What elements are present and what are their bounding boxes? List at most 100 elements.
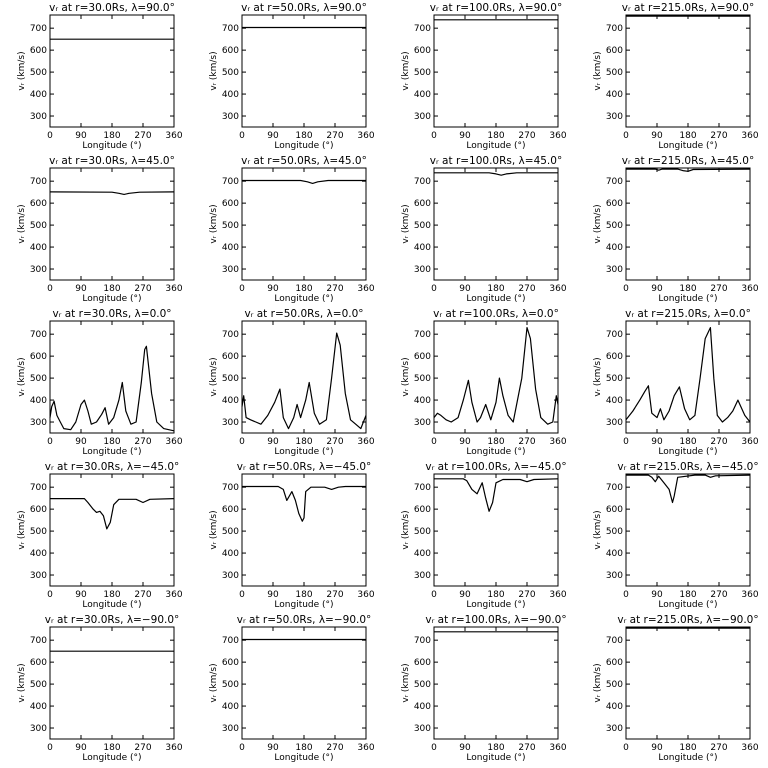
- y-tick-label: 300: [30, 724, 47, 734]
- panel-13: vᵣ at r=30.0Rs, λ=−45.0° 0 90 180 270 360 300 4…: [17, 461, 183, 610]
- y-tick-label: 600: [30, 352, 47, 362]
- x-tick-label: 360: [741, 590, 758, 600]
- x-axis-label: Longitude (°): [466, 141, 525, 151]
- y-tick-label: 700: [222, 24, 239, 34]
- y-tick-label: 600: [414, 505, 431, 515]
- plot-frame: [433, 473, 559, 587]
- x-axis-label: Longitude (°): [658, 600, 717, 610]
- y-tick-label: 300: [222, 571, 239, 581]
- y-tick-label: 300: [30, 112, 47, 122]
- y-tick-label: 500: [30, 680, 47, 690]
- y-tick-label: 300: [30, 571, 47, 581]
- y-tick-label: 400: [30, 396, 47, 406]
- plot-frame: [625, 473, 751, 587]
- y-tick-label: 700: [30, 24, 47, 34]
- x-axis-label: Longitude (°): [82, 294, 141, 304]
- y-tick-label: 700: [414, 483, 431, 493]
- panel-title: vᵣ at r=100.0Rs, λ=0.0°: [433, 308, 559, 320]
- y-tick-label: 300: [606, 265, 623, 275]
- x-axis-label: Longitude (°): [274, 141, 333, 151]
- x-tick-label: 90: [75, 131, 87, 141]
- panel-title: vᵣ at r=30.0Rs, λ=90.0°: [49, 2, 175, 14]
- x-tick-label: 0: [623, 131, 629, 141]
- x-axis-label: Longitude (°): [82, 600, 141, 610]
- x-tick-label: 0: [431, 131, 437, 141]
- y-tick-label: 400: [606, 549, 623, 559]
- series-line: [242, 485, 366, 522]
- series-line: [242, 179, 366, 184]
- plot-frame: [241, 320, 367, 434]
- panel-8: vᵣ at r=215.0Rs, λ=45.0° 0 90 180 270 360 300 4…: [593, 155, 759, 304]
- x-tick-label: 90: [75, 590, 87, 600]
- panel-title: vᵣ at r=215.0Rs, λ=45.0°: [622, 155, 754, 167]
- x-tick-label: 90: [267, 437, 279, 447]
- x-tick-label: 360: [357, 284, 374, 294]
- x-tick-label: 0: [623, 437, 629, 447]
- x-tick-label: 0: [623, 743, 629, 753]
- x-axis-label: Longitude (°): [658, 294, 717, 304]
- y-tick-label: 300: [414, 112, 431, 122]
- y-tick-label: 500: [606, 527, 623, 537]
- y-tick-label: 500: [414, 68, 431, 78]
- x-tick-label: 180: [487, 743, 504, 753]
- x-tick-label: 360: [549, 590, 566, 600]
- y-axis-label: vᵣ (km/s): [401, 204, 411, 243]
- y-tick-label: 400: [414, 396, 431, 406]
- panel-2: vᵣ at r=50.0Rs, λ=90.0° 0 90 180 270 360 300 40…: [209, 2, 375, 151]
- x-axis-label: Longitude (°): [466, 294, 525, 304]
- y-axis-label: vᵣ (km/s): [209, 663, 219, 702]
- x-tick-label: 360: [741, 743, 758, 753]
- y-tick-label: 400: [414, 549, 431, 559]
- x-tick-label: 360: [549, 284, 566, 294]
- panel-title: vᵣ at r=100.0Rs, λ=−45.0°: [425, 461, 566, 473]
- x-tick-label: 90: [651, 743, 663, 753]
- panel-16: vᵣ at r=215.0Rs, λ=−45.0° 0 90 180 270 360 300…: [593, 461, 759, 610]
- x-tick-label: 360: [741, 131, 758, 141]
- plot-frame: [241, 14, 367, 128]
- x-axis-label: Longitude (°): [82, 141, 141, 151]
- x-tick-label: 270: [710, 131, 727, 141]
- x-axis-label: Longitude (°): [274, 447, 333, 457]
- x-tick-label: 270: [518, 590, 535, 600]
- x-tick-label: 270: [326, 590, 343, 600]
- series-line: [434, 172, 558, 176]
- y-axis-label: vᵣ (km/s): [593, 204, 603, 243]
- x-tick-label: 270: [326, 437, 343, 447]
- plot-frame: [625, 167, 751, 281]
- panel-title: vᵣ at r=50.0Rs, λ=45.0°: [241, 155, 367, 167]
- x-tick-label: 90: [75, 437, 87, 447]
- y-tick-label: 300: [30, 265, 47, 275]
- x-tick-label: 270: [134, 131, 151, 141]
- y-tick-label: 700: [222, 636, 239, 646]
- y-tick-label: 400: [30, 702, 47, 712]
- y-tick-label: 600: [30, 658, 47, 668]
- panel-9: vᵣ at r=30.0Rs, λ=0.0° 0 90 180 270 360 300 400…: [17, 308, 183, 457]
- x-tick-label: 90: [459, 590, 471, 600]
- series-line: [50, 498, 175, 530]
- y-tick-label: 700: [222, 177, 239, 187]
- x-tick-label: 0: [239, 437, 245, 447]
- y-tick-label: 700: [414, 24, 431, 34]
- panel-title: vᵣ at r=215.0Rs, λ=−45.0°: [617, 461, 758, 473]
- y-tick-label: 700: [606, 636, 623, 646]
- x-tick-label: 180: [103, 284, 120, 294]
- x-tick-label: 270: [134, 743, 151, 753]
- y-tick-label: 500: [606, 68, 623, 78]
- x-tick-label: 0: [623, 590, 629, 600]
- x-tick-label: 180: [103, 437, 120, 447]
- x-tick-label: 0: [239, 590, 245, 600]
- x-tick-label: 180: [487, 131, 504, 141]
- y-axis-label: vᵣ (km/s): [593, 663, 603, 702]
- plot-frame: [625, 14, 751, 128]
- panel-title: vᵣ at r=30.0Rs, λ=45.0°: [49, 155, 175, 167]
- x-tick-label: 180: [679, 437, 696, 447]
- y-tick-label: 500: [606, 374, 623, 384]
- x-tick-label: 0: [431, 743, 437, 753]
- x-tick-label: 270: [134, 284, 151, 294]
- panel-15: vᵣ at r=100.0Rs, λ=−45.0° 0 90 180 270 360 300…: [401, 461, 567, 610]
- y-tick-label: 500: [222, 221, 239, 231]
- y-axis-label: vᵣ (km/s): [593, 51, 603, 90]
- y-tick-label: 300: [606, 112, 623, 122]
- y-tick-label: 300: [414, 265, 431, 275]
